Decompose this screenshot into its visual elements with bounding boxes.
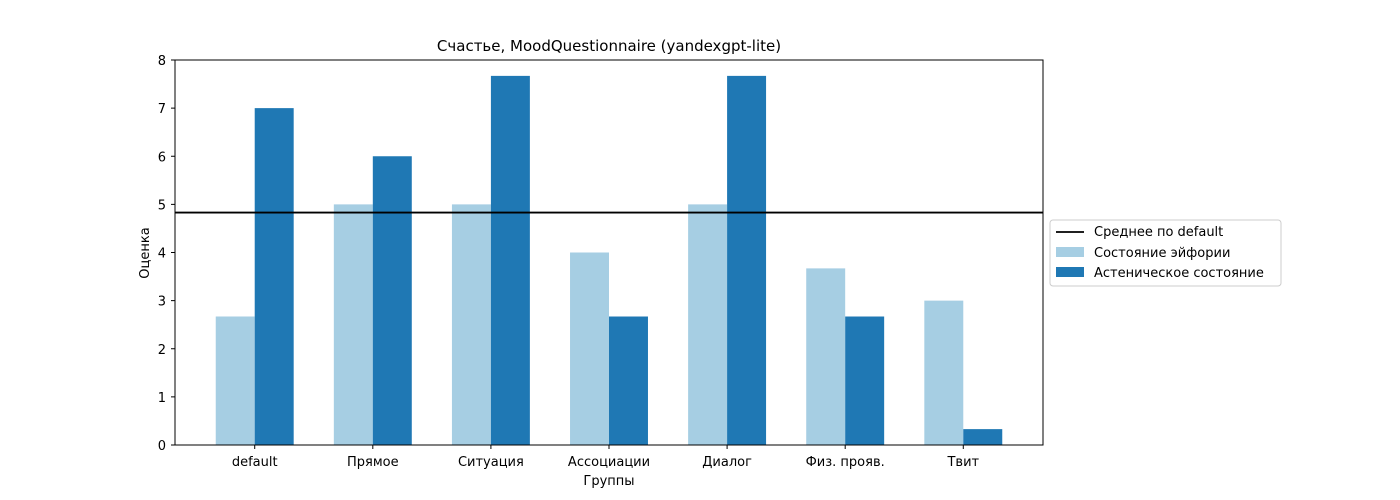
bar-euphoria-1: [333, 204, 373, 445]
bar-asthenic-4: [727, 75, 767, 445]
legend-swatch-euphoria: [1056, 247, 1084, 257]
bar-asthenic-5: [845, 316, 885, 445]
x-tick-label-2: Ситуация: [458, 455, 524, 470]
x-axis-title: Группы: [583, 474, 634, 489]
y-axis-title: Оценка: [138, 227, 153, 278]
y-tick-label-8: 8: [158, 54, 166, 69]
x-tick-label-0: default: [232, 455, 278, 470]
y-tick-label-2: 2: [158, 343, 166, 358]
y-tick-label-1: 1: [158, 391, 166, 406]
bar-euphoria-6: [924, 300, 964, 445]
x-tick-label-4: Диалог: [702, 455, 752, 470]
legend-swatch-asthenic: [1056, 267, 1084, 277]
y-tick-label-6: 6: [158, 150, 166, 165]
x-tick-label-5: Физ. прояв.: [806, 455, 885, 470]
x-tick-label-3: Ассоциации: [568, 455, 650, 470]
bar-euphoria-5: [806, 268, 846, 445]
bar-asthenic-1: [372, 156, 412, 445]
x-tick-label-6: Твит: [946, 455, 979, 470]
bar-euphoria-4: [688, 204, 728, 445]
plot-frame: [174, 59, 1044, 446]
bar-euphoria-0: [215, 316, 255, 445]
bar-asthenic-3: [609, 316, 648, 445]
bars-group: [215, 75, 1003, 445]
y-tick-label-3: 3: [158, 295, 166, 310]
bar-euphoria-3: [570, 252, 609, 445]
chart-title: Счастье, MoodQuestionnaire (yandexgpt-li…: [437, 37, 781, 55]
bar-asthenic-2: [490, 75, 530, 445]
y-tick-label-0: 0: [158, 439, 166, 454]
bar-asthenic-6: [963, 429, 1003, 445]
y-axis: 0 1 2 3 4 5 6 7 8: [158, 54, 175, 454]
legend-label-euphoria: Состояние эйфории: [1094, 246, 1230, 261]
legend-label-reference: Среднее по default: [1094, 225, 1223, 240]
bar-asthenic-0: [254, 108, 294, 445]
legend-frame: [1049, 219, 1282, 287]
y-tick-label-7: 7: [158, 102, 166, 117]
x-tick-label-1: Прямое: [347, 455, 399, 470]
legend: Среднее по default Состояние эйфории Аст…: [1049, 219, 1282, 287]
bar-euphoria-2: [451, 204, 491, 445]
x-axis: default Прямое Ситуация Ассоциации Диалог Физ…: [232, 445, 980, 470]
y-tick-label-5: 5: [158, 198, 166, 213]
legend-label-asthenic: Астеническое состояние: [1094, 266, 1264, 281]
y-tick-label-4: 4: [158, 247, 166, 262]
